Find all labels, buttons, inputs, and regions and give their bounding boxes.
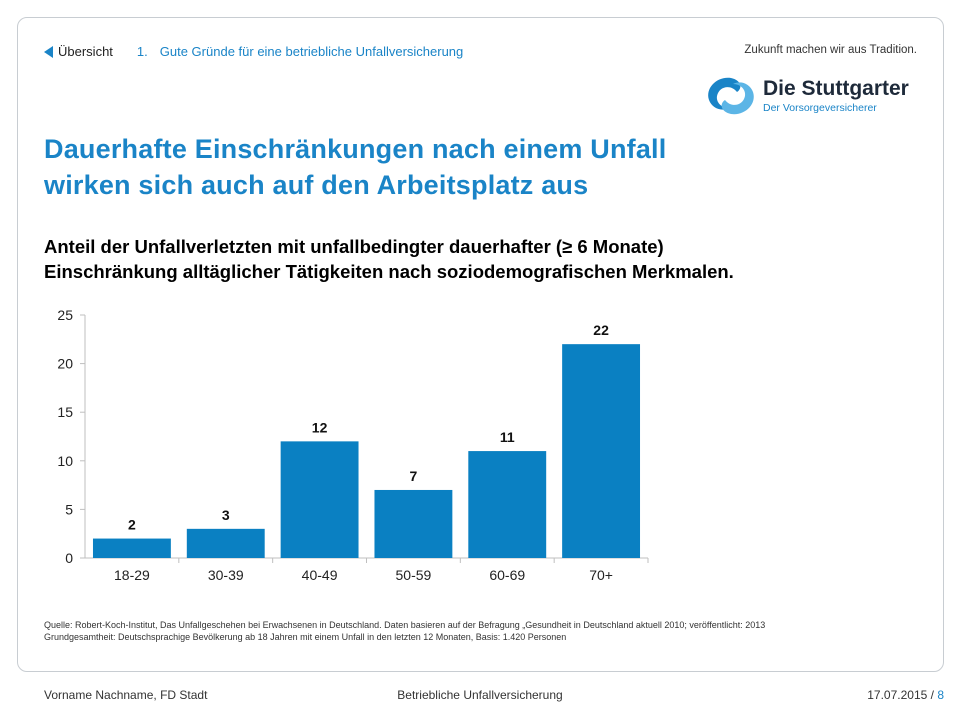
breadcrumb: Übersicht 1. Gute Gründe für eine betrieb… (44, 44, 463, 59)
x-tick-label: 70+ (589, 567, 613, 583)
page-title: Dauerhafte Einschränkungen nach einem Un… (44, 131, 844, 203)
bar (280, 441, 359, 558)
data-label: 11 (500, 429, 515, 445)
y-tick-label: 15 (57, 404, 73, 420)
x-tick-label: 40-49 (302, 567, 338, 583)
footer-date-page: 17.07.2015 / 8 (867, 688, 944, 702)
bar-chart: 0 5 10 15 20 25 2 18-29 3 30-39 12 40-49 7 50-59 11 60-… (57, 307, 649, 583)
brand-tagline: Zukunft machen wir aus Tradition. (744, 44, 917, 56)
bar (186, 528, 265, 558)
bar (92, 538, 171, 558)
bar (374, 489, 453, 558)
data-label: 12 (312, 419, 328, 435)
triangle-left-icon (44, 45, 53, 58)
overview-back-link[interactable]: Übersicht (44, 44, 113, 59)
footer-page-number: 8 (937, 688, 944, 702)
source-note: Quelle: Robert-Koch-Institut, Das Unfall… (44, 619, 924, 643)
data-label: 3 (222, 507, 230, 523)
company-logo: Die Stuttgarter Der Vorsorgeversicherer (703, 70, 923, 122)
data-label: 22 (593, 322, 609, 338)
chart-subtitle: Anteil der Unfallverletzten mit unfallbe… (44, 234, 904, 284)
x-tick-label: 30-39 (208, 567, 244, 583)
x-tick-label: 18-29 (114, 567, 150, 583)
section-number: 1. (136, 44, 148, 59)
source-line-1: Quelle: Robert-Koch-Institut, Das Unfall… (44, 620, 766, 630)
bar (468, 451, 547, 558)
section-title: Gute Gründe für eine betriebliche Unfall… (159, 44, 464, 59)
overview-label: Übersicht (58, 44, 113, 59)
slide-frame (17, 17, 944, 672)
chart-subtitle-line-2: Einschränkung alltäglicher Tätigkeiten n… (44, 261, 734, 282)
page-title-line-1: Dauerhafte Einschränkungen nach einem Un… (44, 134, 667, 164)
footer-date: 17.07.2015 / (867, 688, 934, 702)
data-label: 7 (410, 468, 418, 484)
page-title-line-2: wirken sich auch auf den Arbeitsplatz au… (44, 170, 589, 200)
brand-name: Die Stuttgarter (763, 77, 909, 100)
x-tick-label: 60-69 (489, 567, 525, 583)
y-tick-label: 25 (57, 307, 73, 323)
bar (562, 344, 641, 558)
chart-subtitle-line-1: Anteil der Unfallverletzten mit unfallbe… (44, 236, 664, 257)
section-link[interactable]: 1. Gute Gründe für eine betriebliche Unfa… (137, 44, 463, 59)
footer-author: Vorname Nachname, FD Stadt (44, 688, 208, 702)
brand-sub: Der Vorsorgeversicherer (763, 102, 877, 114)
y-tick-label: 0 (65, 550, 73, 566)
data-label: 2 (128, 517, 136, 533)
stuttgarter-logo-icon (708, 77, 754, 115)
x-tick-label: 50-59 (396, 567, 432, 583)
y-tick-label: 5 (65, 501, 73, 517)
y-tick-label: 20 (57, 356, 73, 372)
footer-topic: Betriebliche Unfallversicherung (397, 688, 563, 702)
source-line-2: Grundgesamtheit: Deutschsprachige Bevölk… (44, 632, 567, 642)
y-tick-label: 10 (57, 453, 73, 469)
